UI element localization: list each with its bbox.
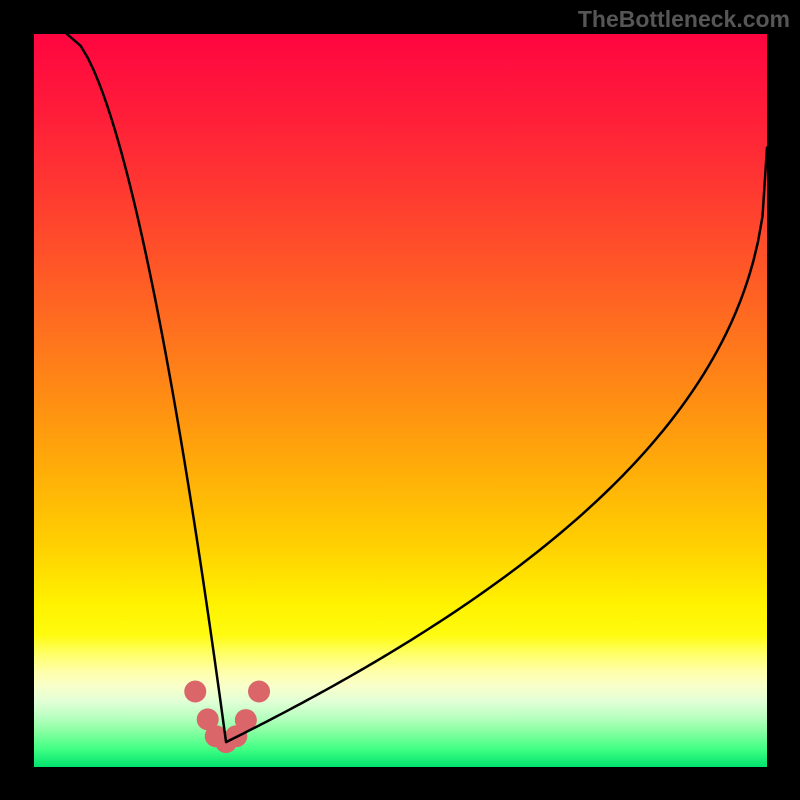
bottleneck-curve: [67, 34, 767, 742]
dip-marker: [248, 681, 270, 703]
plot-area: [34, 34, 767, 767]
dip-marker: [184, 681, 206, 703]
watermark-text: TheBottleneck.com: [578, 6, 790, 33]
chart-container: TheBottleneck.com: [0, 0, 800, 800]
curve-layer: [34, 34, 767, 767]
